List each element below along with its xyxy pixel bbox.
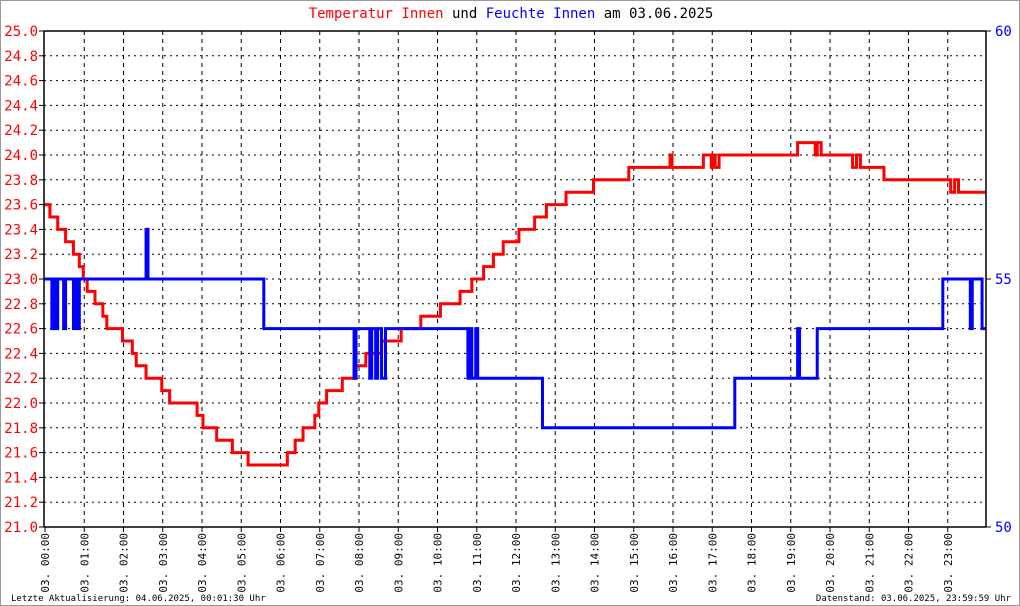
y-left-tick-label: 23.8	[4, 173, 38, 189]
x-tick-label: 03. 03:00	[157, 533, 170, 593]
y-left-tick-label: 23.4	[4, 222, 38, 238]
y-left-tick-label: 24.6	[4, 74, 38, 90]
x-tick-label: 03. 17:00	[706, 533, 719, 593]
footer-data-status: Datenstand: 03.06.2025, 23:59:59 Uhr	[815, 594, 1011, 604]
x-tick-label: 03. 00:00	[39, 533, 52, 593]
y-left-tick-label: 22.2	[4, 371, 38, 387]
x-tick-label: 03. 23:00	[942, 533, 955, 593]
x-tick-label: 03. 15:00	[628, 533, 641, 593]
y-left-tick-label: 24.4	[4, 98, 38, 114]
y-left-tick-label: 24.8	[4, 49, 38, 65]
x-tick-label: 03. 01:00	[78, 533, 91, 593]
x-tick-label: 03. 04:00	[196, 533, 209, 593]
chart-title: Temperatur Innen und Feuchte Innen am 03…	[1, 6, 1019, 22]
y-left-tick-label: 22.0	[4, 396, 38, 412]
x-tick-label: 03. 21:00	[863, 533, 876, 593]
series-line-temperature	[44, 141, 986, 467]
y-left-tick-label: 21.4	[4, 470, 38, 486]
y-left-tick-label: 24.0	[4, 148, 38, 164]
y-left-tick-label: 22.8	[4, 297, 38, 313]
x-tick-label: 03. 08:00	[353, 533, 366, 593]
y-left-tick-label: 21.2	[4, 495, 38, 511]
x-tick-label: 03. 19:00	[785, 533, 798, 593]
x-tick-label: 03. 22:00	[903, 533, 916, 593]
y-right-tick-label: 50	[995, 520, 1012, 536]
x-tick-label: 03. 02:00	[118, 533, 131, 593]
y-left-tick-label: 21.8	[4, 421, 38, 437]
x-tick-label: 03. 05:00	[235, 533, 248, 593]
x-tick-label: 03. 06:00	[275, 533, 288, 593]
y-right-tick-label: 60	[995, 24, 1012, 40]
x-tick-label: 03. 10:00	[432, 533, 445, 593]
series-line-humidity	[44, 227, 986, 430]
x-tick-label: 03. 13:00	[549, 533, 562, 593]
y-left-tick-label: 21.6	[4, 446, 38, 462]
title-temperature: Temperatur Innen	[308, 6, 444, 22]
y-left-tick-label: 23.2	[4, 247, 38, 263]
y-left-tick-label: 23.6	[4, 198, 38, 214]
y-left-tick-label: 25.0	[4, 24, 38, 40]
title-and: und	[451, 6, 478, 22]
x-tick-label: 03. 07:00	[314, 533, 327, 593]
x-tick-label: 03. 11:00	[471, 533, 484, 593]
x-tick-label: 03. 20:00	[824, 533, 837, 593]
x-tick-label: 03. 09:00	[392, 533, 405, 593]
y-left-tick-label: 23.0	[4, 272, 38, 288]
y-left-tick-label: 22.4	[4, 346, 38, 362]
y-left-tick-label: 21.0	[4, 520, 38, 536]
title-humidity: Feuchte Innen	[485, 6, 596, 22]
title-date: am 03.06.2025	[603, 6, 714, 22]
x-tick-label: 03. 18:00	[746, 533, 759, 593]
x-tick-label: 03. 14:00	[589, 533, 602, 593]
y-left-tick-label: 24.2	[4, 123, 38, 139]
y-right-tick-label: 55	[995, 272, 1012, 288]
footer-last-update: Letzte Aktualisierung: 04.06.2025, 00:01…	[11, 594, 266, 604]
y-left-tick-label: 22.6	[4, 322, 38, 338]
x-tick-label: 03. 16:00	[667, 533, 680, 593]
x-tick-label: 03. 12:00	[510, 533, 523, 593]
